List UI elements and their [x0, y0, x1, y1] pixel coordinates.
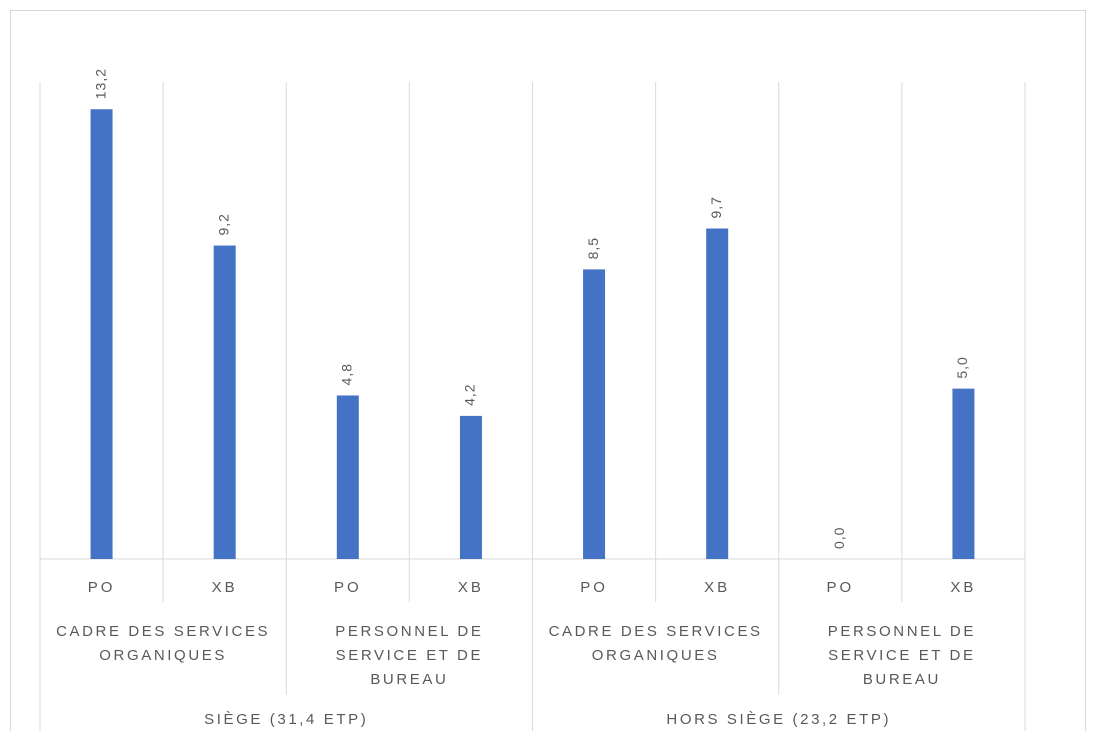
bar — [583, 269, 606, 559]
value-label: 0,0 — [831, 527, 847, 549]
x-tick-label: PO — [826, 579, 854, 596]
x-tick-label: PO — [88, 579, 116, 596]
bar — [90, 109, 113, 559]
bar — [336, 395, 359, 559]
value-label: 13,2 — [92, 68, 108, 99]
chart-border — [10, 10, 1086, 731]
group-label: CADRE DES SERVICES ORGANIQUES — [548, 623, 763, 664]
x-tick-label: XB — [950, 579, 976, 596]
super-group-label: HORS SIÈGE (23,2 ETP) — [666, 711, 892, 728]
group-label: PERSONNEL DE SERVICE ET DE BUREAU — [335, 623, 484, 688]
super-group-label: SIÈGE (31,4 ETP) — [204, 711, 369, 728]
value-label: 9,7 — [708, 196, 724, 218]
bar — [706, 228, 729, 559]
x-tick-label: XB — [212, 579, 238, 596]
value-label: 5,0 — [954, 356, 970, 378]
x-tick-label: PO — [334, 579, 362, 596]
bar — [213, 245, 236, 560]
group-label: PERSONNEL DE SERVICE ET DE BUREAU — [827, 623, 976, 688]
x-tick-label: XB — [458, 579, 484, 596]
value-label: 8,5 — [585, 237, 601, 259]
group-label: CADRE DES SERVICES ORGANIQUES — [56, 623, 271, 664]
bar — [459, 415, 482, 559]
value-label: 4,8 — [339, 363, 355, 385]
bar — [952, 388, 975, 559]
value-label: 4,2 — [462, 383, 478, 405]
value-label: 9,2 — [215, 213, 231, 235]
x-tick-label: XB — [704, 579, 730, 596]
x-tick-label: PO — [580, 579, 608, 596]
